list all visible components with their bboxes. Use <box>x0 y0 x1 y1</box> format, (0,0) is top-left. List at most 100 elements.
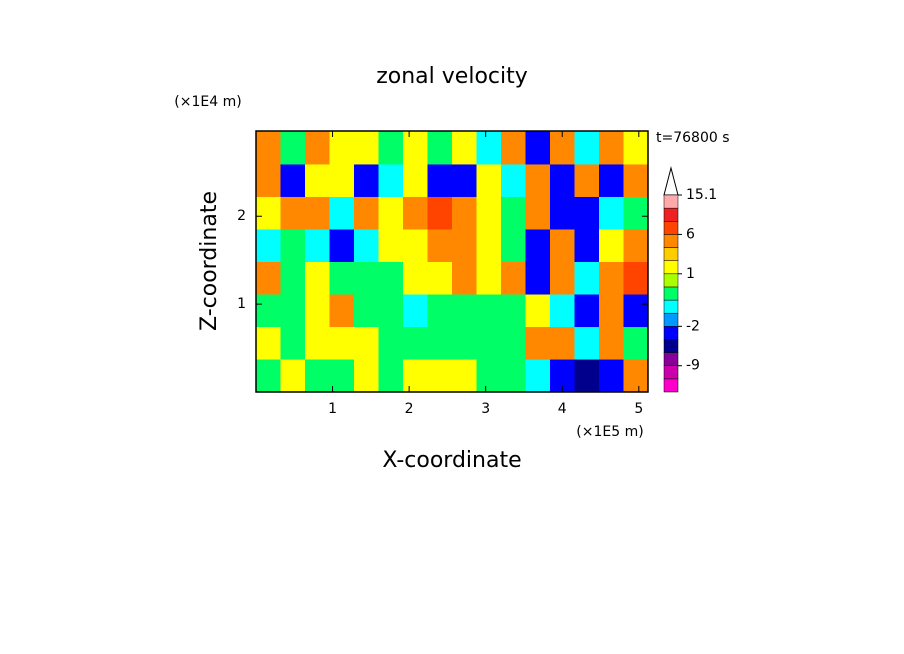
cell <box>452 359 477 393</box>
colorbar-bin <box>663 286 679 301</box>
cell <box>599 261 624 295</box>
cell <box>305 261 330 295</box>
colorbar-bin <box>663 234 679 248</box>
cell <box>623 359 649 393</box>
cell <box>501 131 526 165</box>
cell <box>280 359 306 393</box>
cell <box>305 196 330 230</box>
cell <box>574 228 600 262</box>
cell <box>574 359 600 393</box>
cell <box>305 163 330 197</box>
colorbar-bin <box>663 326 679 340</box>
cell <box>378 228 404 262</box>
chart-title: zonal velocity <box>376 64 528 89</box>
cell <box>427 131 453 165</box>
x-tick-label: 4 <box>558 401 567 417</box>
cell <box>599 196 624 230</box>
cell <box>550 261 575 295</box>
colorbar-bin <box>663 247 679 261</box>
cell <box>280 228 306 262</box>
colorbar-bin <box>663 299 679 314</box>
colorbar-bin <box>663 352 679 366</box>
cell <box>427 163 453 197</box>
cell <box>256 359 281 393</box>
y-unit: (×1E4 m) <box>174 94 241 110</box>
cell <box>476 228 502 262</box>
cell <box>354 294 379 328</box>
cell <box>354 196 379 230</box>
colorbar-label: 15.1 <box>686 187 717 203</box>
cell <box>378 359 404 393</box>
cell <box>574 196 600 230</box>
cell <box>305 228 330 262</box>
cell <box>427 261 453 295</box>
colorbar-bin <box>663 194 679 209</box>
colorbar-bin <box>663 378 679 393</box>
cell <box>476 294 502 328</box>
cell <box>329 326 355 360</box>
cell <box>476 359 502 393</box>
cell <box>452 163 477 197</box>
cell <box>525 228 551 262</box>
cell <box>256 326 281 360</box>
cell <box>452 131 477 165</box>
cell <box>452 228 477 262</box>
cell <box>574 326 600 360</box>
cell <box>256 294 281 328</box>
colorbar-bin <box>663 221 679 235</box>
cell <box>550 196 575 230</box>
cell <box>599 131 624 165</box>
cell <box>305 294 330 328</box>
cell <box>256 163 281 197</box>
colorbar-bin <box>663 365 679 380</box>
cell <box>403 294 428 328</box>
cell <box>256 196 281 230</box>
cell <box>329 261 355 295</box>
cell <box>280 326 306 360</box>
cell <box>623 131 649 165</box>
cell <box>452 196 477 230</box>
x-unit: (×1E5 m) <box>576 424 643 440</box>
cell <box>354 261 379 295</box>
plot-frame <box>255 130 649 393</box>
field <box>256 131 649 393</box>
cell <box>329 359 355 393</box>
x-axis-label: X-coordinate <box>382 448 521 473</box>
cell <box>501 163 526 197</box>
cell <box>525 359 551 393</box>
y-tick-label: 2 <box>237 208 246 224</box>
cell <box>599 326 624 360</box>
colorbar-bin <box>663 273 679 288</box>
cell <box>305 131 330 165</box>
cell <box>623 196 649 230</box>
cell <box>501 294 526 328</box>
cell <box>501 196 526 230</box>
cell <box>427 326 453 360</box>
cell <box>280 163 306 197</box>
colorbar-label: -9 <box>686 358 700 374</box>
cell <box>525 261 551 295</box>
cell <box>378 294 404 328</box>
cell <box>354 163 379 197</box>
cell <box>305 326 330 360</box>
cell <box>378 163 404 197</box>
x-tick-label: 3 <box>481 401 490 417</box>
cell <box>403 163 428 197</box>
cell <box>329 196 355 230</box>
cell <box>599 163 624 197</box>
cell <box>329 228 355 262</box>
colorbar-label: -2 <box>686 318 700 334</box>
cell <box>354 326 379 360</box>
cell <box>599 359 624 393</box>
cell <box>501 261 526 295</box>
cell <box>329 163 355 197</box>
cell <box>550 326 575 360</box>
cell <box>329 294 355 328</box>
cell <box>550 163 575 197</box>
cell <box>550 228 575 262</box>
cell <box>378 131 404 165</box>
cell <box>378 326 404 360</box>
cell <box>452 294 477 328</box>
colorbar-bin <box>663 207 679 222</box>
